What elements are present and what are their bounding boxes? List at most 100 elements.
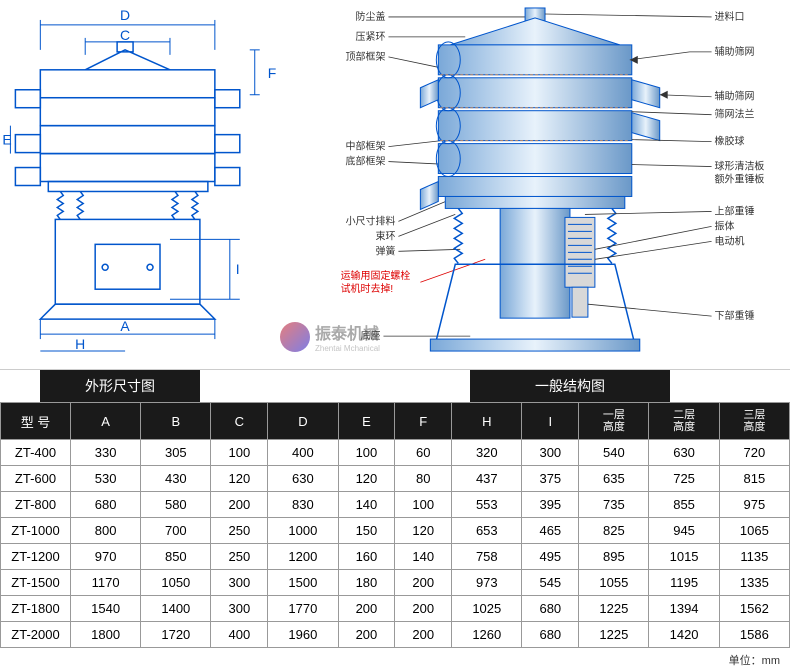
table-cell: 895 <box>579 544 649 570</box>
table-cell: 973 <box>452 570 522 596</box>
table-cell: 200 <box>395 570 452 596</box>
table-cell: 1225 <box>579 622 649 648</box>
dim-A: A <box>120 318 130 334</box>
table-cell: 1394 <box>649 596 719 622</box>
table-cell: 815 <box>719 466 789 492</box>
table-cell: 200 <box>211 492 268 518</box>
table-cell: 430 <box>141 466 211 492</box>
label-flange: 筛网法兰 <box>715 108 755 121</box>
table-cell: ZT-600 <box>1 466 71 492</box>
table-row: ZT-1500117010503001500180200973545105511… <box>1 570 790 596</box>
table-cell: 1000 <box>268 518 338 544</box>
structure-diagram: 防尘盖 压紧环 顶部框架 中部框架 底部框架 小尺寸排料 束环 弹簧 <box>320 0 790 369</box>
table-cell: 825 <box>579 518 649 544</box>
table-cell: 60 <box>395 440 452 466</box>
table-cell: ZT-1000 <box>1 518 71 544</box>
table-cell: 100 <box>395 492 452 518</box>
table-cell: 758 <box>452 544 522 570</box>
table-cell: 630 <box>649 440 719 466</box>
table-cell: 1770 <box>268 596 338 622</box>
table-cell: 395 <box>522 492 579 518</box>
table-cell: 250 <box>211 544 268 570</box>
table-cell: 200 <box>338 596 395 622</box>
label-auxscreen2: 辅助筛网 <box>715 90 755 103</box>
table-row: ZT-2000180017204001960200200126068012251… <box>1 622 790 648</box>
table-cell: 120 <box>211 466 268 492</box>
table-cell: 540 <box>579 440 649 466</box>
table-cell: 200 <box>395 622 452 648</box>
table-header-cell: 一层高度 <box>579 403 649 440</box>
table-cell: 653 <box>452 518 522 544</box>
table-cell: 120 <box>395 518 452 544</box>
watermark-brand-en: Zhentai Mchanical <box>315 344 380 353</box>
table-cell: 735 <box>579 492 649 518</box>
table-cell: 200 <box>338 622 395 648</box>
table-cell: 855 <box>649 492 719 518</box>
table-row: ZT-40033030510040010060320300540630720 <box>1 440 790 466</box>
table-cell: 700 <box>141 518 211 544</box>
label-inlet: 进料口 <box>715 10 745 23</box>
table-cell: 635 <box>579 466 649 492</box>
table-cell: 180 <box>338 570 395 596</box>
table-cell: 945 <box>649 518 719 544</box>
table-cell: 495 <box>522 544 579 570</box>
table-cell: 465 <box>522 518 579 544</box>
table-header-cell: E <box>338 403 395 440</box>
dim-D: D <box>120 7 130 23</box>
label-midframe: 中部框架 <box>346 140 386 153</box>
label-rubberball: 橡胶球 <box>715 135 745 148</box>
table-header-cell: D <box>268 403 338 440</box>
label-lowerhammer: 下部重锤 <box>715 309 755 322</box>
table-cell: 1562 <box>719 596 789 622</box>
table-header-cell: F <box>395 403 452 440</box>
table-cell: 140 <box>395 544 452 570</box>
table-cell: 300 <box>522 440 579 466</box>
table-cell: 720 <box>719 440 789 466</box>
table-row: ZT-1800154014003001770200200102568012251… <box>1 596 790 622</box>
table-cell: ZT-1800 <box>1 596 71 622</box>
table-cell: 150 <box>338 518 395 544</box>
label-auxscreen1: 辅助筛网 <box>715 45 755 58</box>
table-cell: 80 <box>395 466 452 492</box>
dim-E: E <box>2 132 11 148</box>
structure-svg: 防尘盖 压紧环 顶部框架 中部框架 底部框架 小尺寸排料 束环 弹簧 <box>320 0 790 369</box>
page-container: D C F <box>0 0 790 672</box>
table-cell: 1195 <box>649 570 719 596</box>
table-cell: 545 <box>522 570 579 596</box>
table-cell: 375 <box>522 466 579 492</box>
table-cell: 830 <box>268 492 338 518</box>
table-cell: 1200 <box>268 544 338 570</box>
label-clamp: 束环 <box>375 230 395 242</box>
table-cell: ZT-400 <box>1 440 71 466</box>
table-cell: 1225 <box>579 596 649 622</box>
table-cell: 553 <box>452 492 522 518</box>
table-header-cell: 二层高度 <box>649 403 719 440</box>
table-cell: 630 <box>268 466 338 492</box>
red-note-1: 运输用固定螺栓 <box>341 269 411 282</box>
table-cell: 1055 <box>579 570 649 596</box>
table-cell: 1400 <box>141 596 211 622</box>
label-vibrator: 振体 <box>715 219 735 232</box>
table-cell: 1960 <box>268 622 338 648</box>
table-header-row: 型 号ABCDEFHI一层高度二层高度三层高度 <box>1 403 790 440</box>
table-cell: 1135 <box>719 544 789 570</box>
table-cell: 580 <box>141 492 211 518</box>
table-cell: 1586 <box>719 622 789 648</box>
label-discharge: 小尺寸排料 <box>346 214 396 227</box>
watermark-logo <box>280 322 310 352</box>
label-ballplate: 球形清洁板 <box>715 160 765 173</box>
table-cell: 530 <box>71 466 141 492</box>
table-cell: 140 <box>338 492 395 518</box>
dimension-svg: D C F <box>0 0 320 369</box>
table-cell: 1420 <box>649 622 719 648</box>
watermark-brand: 振泰机械 <box>315 320 380 344</box>
right-section-title: 一般结构图 <box>470 370 670 402</box>
table-header-cell: A <box>71 403 141 440</box>
section-label-row: 外形尺寸图 一般结构图 <box>0 370 790 402</box>
table-cell: 330 <box>71 440 141 466</box>
table-header-cell: I <box>522 403 579 440</box>
table-cell: 1800 <box>71 622 141 648</box>
table-header-cell: 三层高度 <box>719 403 789 440</box>
label-clampring: 压紧环 <box>356 31 386 43</box>
unit-label: 单位：mm <box>0 648 790 672</box>
